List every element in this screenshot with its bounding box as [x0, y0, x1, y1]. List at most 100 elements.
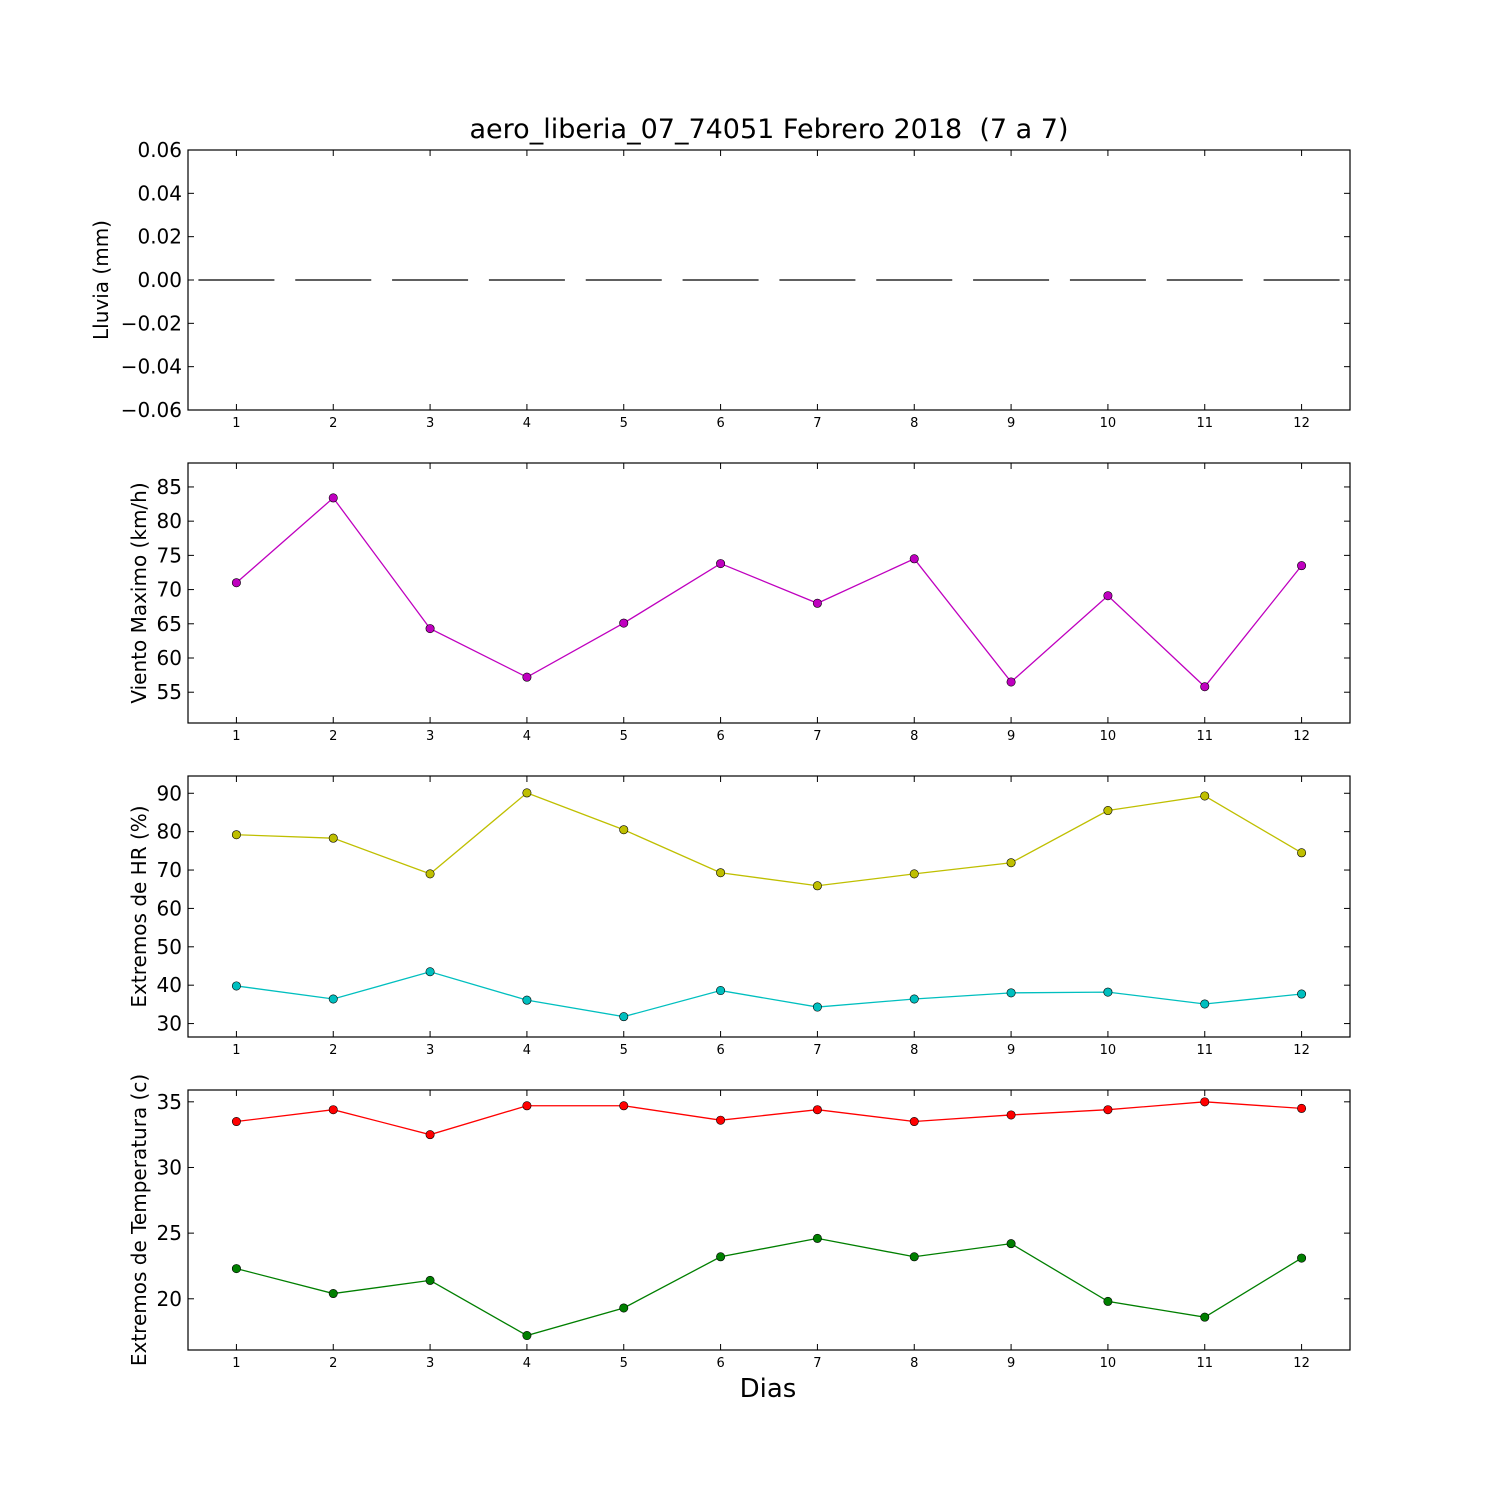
- data-point: [909, 554, 919, 564]
- series-2: [231, 1233, 1307, 1341]
- data-point: [425, 869, 435, 879]
- data-point: [1297, 1253, 1307, 1263]
- data-point: [425, 624, 435, 634]
- x-tick-label: 7: [813, 1043, 821, 1058]
- data-point: [522, 788, 532, 798]
- data-point: [619, 1101, 629, 1111]
- y-tick-label: 50: [157, 935, 182, 959]
- x-tick-label: 6: [716, 1356, 724, 1371]
- series-1: [231, 493, 1307, 692]
- y-tick-label: 40: [157, 973, 182, 997]
- data-point: [425, 1130, 435, 1140]
- y-axis-label: Extremos de HR (%): [127, 805, 151, 1007]
- x-tick-label: 11: [1196, 729, 1213, 744]
- axes-frame: [187, 462, 1351, 724]
- x-tick-label: 5: [620, 729, 628, 744]
- series-1: [231, 788, 1307, 891]
- data-point: [425, 967, 435, 977]
- y-tick-label: 0.06: [137, 138, 182, 162]
- data-point: [812, 1105, 822, 1115]
- data-point: [231, 1117, 241, 1127]
- x-tick-label: 2: [329, 1043, 337, 1058]
- y-tick-label: 25: [157, 1221, 182, 1245]
- x-tick-label: 1: [232, 416, 240, 431]
- data-point: [1200, 791, 1210, 801]
- x-tick-label: 5: [620, 1043, 628, 1058]
- x-tick-label: 8: [910, 729, 918, 744]
- data-point: [909, 869, 919, 879]
- data-point: [231, 578, 241, 588]
- x-tick-label: 6: [716, 729, 724, 744]
- y-axis-label: Lluvia (mm): [89, 220, 113, 340]
- data-point: [619, 825, 629, 835]
- data-point: [328, 493, 338, 503]
- x-tick-label: 9: [1007, 416, 1015, 431]
- data-point: [328, 1105, 338, 1115]
- x-tick-label: 4: [523, 416, 531, 431]
- x-tick-label: 11: [1196, 1356, 1213, 1371]
- data-point: [1297, 848, 1307, 858]
- series-line: [236, 1237, 1302, 1337]
- x-tick-label: 3: [426, 1356, 434, 1371]
- x-tick-label: 6: [716, 416, 724, 431]
- data-point: [522, 995, 532, 1005]
- data-point: [231, 981, 241, 991]
- x-tick-label: 2: [329, 729, 337, 744]
- x-tick-label: 12: [1293, 1356, 1310, 1371]
- data-point: [619, 1012, 629, 1022]
- data-point: [1006, 1239, 1016, 1249]
- y-tick-label: 70: [157, 858, 182, 882]
- x-tick-label: 3: [426, 729, 434, 744]
- x-tick-label: 8: [910, 1043, 918, 1058]
- data-point: [909, 994, 919, 1004]
- x-axis-label: Dias: [740, 1374, 797, 1404]
- data-point: [812, 881, 822, 891]
- data-point: [1200, 682, 1210, 692]
- x-tick-label: 9: [1007, 1356, 1015, 1371]
- x-tick-label: 1: [232, 1356, 240, 1371]
- data-point: [812, 1002, 822, 1012]
- y-tick-label: 35: [157, 1090, 182, 1114]
- data-point: [231, 830, 241, 840]
- x-tick-label: 4: [523, 1043, 531, 1058]
- series-1: [231, 1097, 1307, 1140]
- data-point: [1200, 1097, 1210, 1107]
- data-point: [1103, 1296, 1113, 1306]
- data-point: [619, 1303, 629, 1313]
- data-point: [716, 986, 726, 996]
- y-tick-label: 20: [157, 1287, 182, 1311]
- x-tick-label: 7: [813, 729, 821, 744]
- x-tick-label: 8: [910, 416, 918, 431]
- data-point: [425, 1275, 435, 1285]
- data-point: [1006, 677, 1016, 687]
- x-tick-label: 11: [1196, 416, 1213, 431]
- y-tick-label: 60: [157, 646, 182, 670]
- y-tick-label: 65: [157, 612, 182, 636]
- y-tick-label: 0.02: [137, 225, 182, 249]
- data-point: [909, 1252, 919, 1262]
- x-tick-label: 11: [1196, 1043, 1213, 1058]
- y-tick-label: 30: [157, 1155, 182, 1179]
- data-point: [1006, 858, 1016, 868]
- chart-title: aero_liberia_07_74051 Febrero 2018 (7 a …: [469, 114, 1069, 145]
- data-point: [231, 1264, 241, 1274]
- data-point: [1297, 561, 1307, 571]
- x-tick-label: 3: [426, 416, 434, 431]
- y-tick-label: 70: [157, 578, 182, 602]
- y-tick-label: 60: [157, 896, 182, 920]
- x-tick-label: 4: [523, 729, 531, 744]
- x-tick-label: 10: [1100, 729, 1117, 744]
- axes-frame: [187, 775, 1351, 1038]
- data-point: [522, 672, 532, 682]
- x-tick-label: 1: [232, 1043, 240, 1058]
- x-tick-label: 7: [813, 416, 821, 431]
- x-tick-label: 9: [1007, 729, 1015, 744]
- data-point: [1200, 999, 1210, 1009]
- series-line: [236, 792, 1302, 887]
- y-tick-label: 30: [157, 1012, 182, 1036]
- data-point: [1297, 1103, 1307, 1113]
- axes-frame: [187, 1089, 1351, 1351]
- x-tick-label: 6: [716, 1043, 724, 1058]
